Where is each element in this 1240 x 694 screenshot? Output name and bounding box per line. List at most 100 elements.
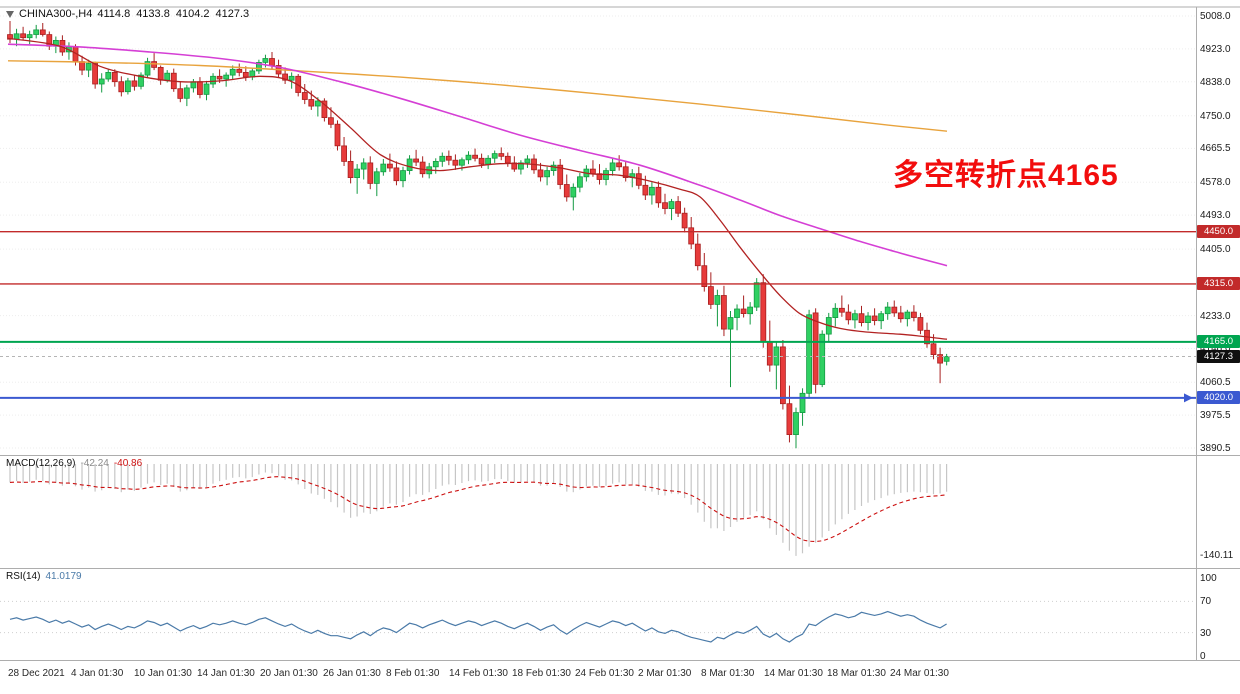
time-axis-label: 8 Feb 01:30	[386, 668, 440, 679]
time-axis-label: 24 Feb 01:30	[575, 668, 634, 679]
time-axis-label: 14 Mar 01:30	[764, 668, 823, 679]
bid-price-badge: 4127.3	[1197, 349, 1240, 363]
candle-body	[92, 63, 98, 85]
rsi-axis-label: 0	[1200, 651, 1206, 662]
pivot-annotation-text[interactable]: 多空转折点4165	[893, 159, 1119, 192]
candle-body	[419, 161, 426, 175]
candle-body	[282, 73, 289, 81]
candle-body	[380, 163, 387, 173]
candle-body	[668, 201, 675, 210]
candle-body	[125, 80, 131, 93]
candle-body	[865, 315, 871, 323]
candle-body	[819, 333, 826, 385]
candle-body	[786, 403, 793, 436]
candle-body	[498, 153, 505, 157]
time-axis-label: 8 Mar 01:30	[701, 668, 755, 679]
price-axis-label: 4923.0	[1200, 43, 1231, 55]
candle-body	[144, 61, 151, 76]
candle-body	[269, 58, 275, 66]
candle-body	[334, 123, 341, 147]
price-axis-label: 4838.0	[1200, 76, 1231, 88]
candle-body	[681, 212, 688, 229]
time-axis-label: 20 Jan 01:30	[260, 668, 318, 679]
candle-body	[911, 311, 917, 318]
candle-body	[845, 311, 852, 321]
candle-body	[884, 306, 891, 315]
candle-body	[354, 168, 361, 179]
price-axis-label: 4060.5	[1200, 377, 1231, 389]
rsi-name: RSI(14)	[6, 571, 41, 582]
candle-body	[832, 307, 839, 318]
candle-body	[373, 171, 380, 184]
candle-body	[891, 306, 898, 314]
level-price-badge-4450.0: 4450.0	[1197, 225, 1240, 239]
candle-body	[465, 154, 472, 161]
candle-body	[478, 157, 485, 165]
candle-body	[229, 68, 236, 76]
candle-body	[321, 100, 328, 119]
candle-body	[262, 58, 269, 63]
time-axis-label: 26 Jan 01:30	[323, 668, 381, 679]
candle-body	[590, 168, 596, 175]
candle-body	[766, 341, 773, 366]
candle-body	[537, 169, 544, 178]
price-axis-label: 4233.0	[1200, 310, 1231, 322]
candle-body	[210, 75, 216, 85]
candle-body	[839, 307, 845, 313]
candle-body	[223, 74, 230, 80]
macd-signal-value: -40.86	[113, 458, 143, 469]
ma-fast-line	[7, 37, 948, 340]
candle-body	[458, 159, 465, 166]
ma-slow-line	[7, 60, 948, 132]
time-axis-label: 14 Feb 01:30	[449, 668, 508, 679]
rsi-indicator-label: RSI(14) 41.0179	[6, 571, 82, 582]
chart-shift-marker-icon[interactable]	[6, 10, 14, 18]
candle-body	[780, 346, 786, 405]
ma-mid-line	[7, 43, 948, 267]
candle-body	[33, 29, 40, 35]
candle-body	[445, 155, 452, 161]
candle-body	[504, 155, 511, 164]
price-axis-label: 4405.0	[1200, 244, 1231, 256]
candle-body	[708, 286, 714, 305]
candle-body	[662, 202, 668, 209]
candle-body	[341, 145, 348, 162]
candle-body	[937, 354, 943, 364]
candle-body	[557, 164, 564, 185]
candle-body	[413, 158, 420, 163]
candle-body	[131, 80, 138, 87]
candle-body	[904, 311, 911, 320]
ohlc-values: 4114.8 4133.8 4104.2 4127.3	[97, 8, 249, 20]
level-price-badge-4020.0: 4020.0	[1197, 391, 1240, 405]
candle-body	[740, 308, 747, 314]
rsi-axis-label: 70	[1200, 596, 1212, 608]
price-axis-label: 4665.5	[1200, 143, 1231, 155]
candle-body	[917, 317, 924, 331]
candle-body	[563, 184, 570, 198]
candle-body	[793, 412, 799, 436]
candle-body	[747, 306, 753, 315]
candle-body	[714, 295, 721, 305]
level-price-badge-4165.0: 4165.0	[1197, 335, 1240, 349]
candle-body	[472, 154, 479, 159]
macd-signal-line	[9, 476, 947, 542]
candle-body	[105, 72, 112, 80]
time-axis-label: 28 Dec 2021	[8, 668, 65, 679]
candle-body	[301, 92, 308, 100]
candle-body	[675, 201, 681, 214]
candle-body	[439, 155, 446, 162]
time-axis-label: 18 Feb 01:30	[512, 668, 571, 679]
rsi-axis-label: 30	[1200, 627, 1212, 639]
candle-body	[314, 100, 321, 107]
candle-body	[897, 312, 904, 320]
candle-body	[688, 227, 695, 245]
candle-body	[308, 99, 315, 107]
candle-body	[655, 186, 662, 204]
candle-body	[518, 162, 524, 170]
candle-body	[609, 162, 616, 171]
candle-body	[85, 63, 92, 71]
candle-body	[242, 72, 249, 78]
candle-body	[98, 78, 105, 85]
